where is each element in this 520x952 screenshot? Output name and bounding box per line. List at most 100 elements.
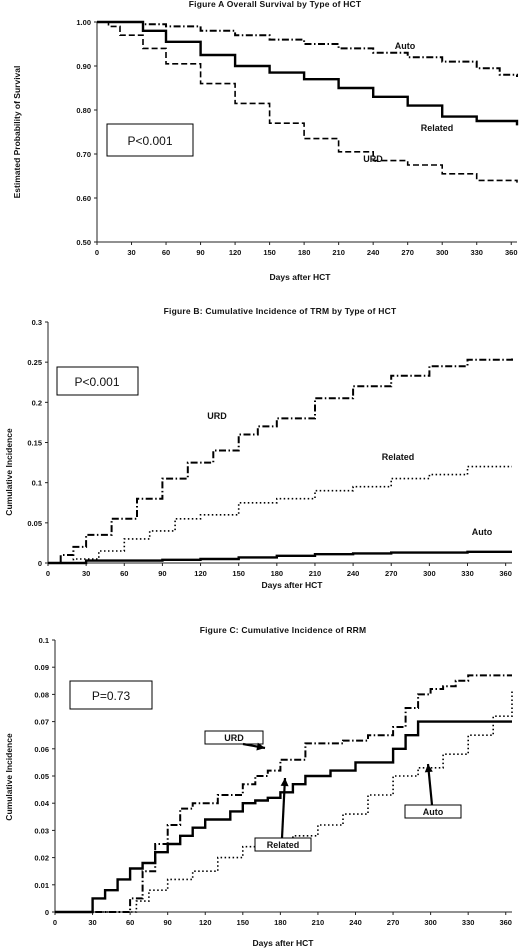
series-label-auto: Auto	[395, 41, 416, 51]
chart-title: Figure C: Cumulative Incidence of RRM	[200, 625, 367, 635]
x-tick-label: 360	[499, 918, 512, 927]
y-tick-label: 0.07	[34, 718, 49, 727]
x-axis-label: Days after HCT	[262, 580, 324, 590]
y-tick-label: 0.90	[76, 62, 91, 71]
x-tick-label: 30	[82, 569, 90, 578]
series-label-auto: Auto	[472, 527, 493, 537]
x-tick-label: 240	[347, 569, 360, 578]
x-tick-label: 300	[423, 569, 436, 578]
x-tick-label: 180	[298, 248, 311, 257]
x-tick-label: 330	[462, 918, 475, 927]
series-line-urd	[97, 21, 518, 183]
chart-2: Figure C: Cumulative Incidence of RRM 0 30…	[4, 625, 513, 948]
y-tick-label: 0.04	[34, 799, 49, 808]
arrow-head	[424, 764, 433, 773]
series-line-related	[97, 20, 519, 126]
series-line-urd	[55, 674, 512, 913]
x-tick-label: 60	[126, 918, 134, 927]
y-tick-label: 0.50	[76, 238, 91, 247]
y-tick-label: 0.05	[34, 772, 49, 781]
p-value-box	[69, 680, 153, 710]
y-tick-label: 0.01	[34, 881, 49, 890]
x-tick-label: 0	[46, 569, 50, 578]
x-tick-label: 210	[312, 918, 325, 927]
x-tick-label: 120	[194, 569, 207, 578]
x-tick-label: 150	[237, 918, 250, 927]
y-tick-label: 0.70	[76, 150, 91, 159]
x-tick-label: 330	[470, 248, 483, 257]
y-tick-label: 0.03	[34, 826, 49, 835]
y-tick-label: 0.02	[34, 854, 49, 863]
x-tick-label: 150	[232, 569, 245, 578]
p-value-text: P<0.001	[74, 375, 119, 389]
x-tick-label: 180	[271, 569, 284, 578]
series-label-urd: URD	[363, 154, 383, 164]
x-axis-label: Days after HCT	[270, 272, 332, 282]
series-line-related	[55, 720, 512, 914]
x-tick-label: 270	[387, 918, 400, 927]
y-tick-label: 0.1	[32, 479, 42, 488]
x-tick-label: 240	[349, 918, 362, 927]
x-tick-label: 120	[229, 248, 242, 257]
y-tick-label: 0.08	[34, 690, 49, 699]
series-line-auto	[97, 21, 518, 77]
x-tick-label: 210	[332, 248, 345, 257]
y-axis-label: Cumulative Incidence	[4, 733, 14, 821]
chart-1: Figure B: Cumulative Incidence of TRM by…	[4, 306, 513, 590]
x-tick-label: 90	[196, 248, 204, 257]
series-label-related: Related	[421, 123, 454, 133]
x-tick-label: 300	[436, 248, 449, 257]
y-tick-label: 0.3	[32, 318, 42, 327]
x-tick-label: 90	[158, 569, 166, 578]
x-axis-label: Days after HCT	[253, 938, 315, 948]
x-tick-label: 60	[162, 248, 170, 257]
arrow-head	[256, 742, 265, 751]
chart-title: Figure B: Cumulative Incidence of TRM by…	[164, 306, 397, 316]
series-line-urd	[48, 358, 513, 564]
series-label-arrow	[280, 777, 287, 839]
y-tick-label: 0	[45, 908, 49, 917]
x-tick-label: 330	[461, 569, 474, 578]
x-tick-label: 0	[95, 248, 99, 257]
y-axis-label: Cumulative Incidence	[4, 428, 14, 516]
y-tick-label: 0.2	[32, 398, 42, 407]
x-tick-label: 150	[263, 248, 276, 257]
x-tick-label: 30	[88, 918, 96, 927]
series-label-urd: URD	[207, 411, 227, 421]
y-tick-label: 0.06	[34, 745, 49, 754]
x-tick-label: 360	[505, 248, 518, 257]
arrow-head	[280, 778, 289, 787]
x-tick-label: 210	[309, 569, 322, 578]
y-tick-label: 0.05	[27, 519, 42, 528]
y-tick-label: 1.00	[76, 18, 91, 27]
p-value-text: P<0.001	[127, 134, 172, 148]
x-tick-label: 180	[274, 918, 287, 927]
y-tick-label: 0	[38, 559, 42, 568]
y-tick-label: 0.1	[39, 636, 49, 645]
x-tick-label: 360	[499, 569, 512, 578]
x-tick-label: 300	[424, 918, 437, 927]
series-label-box	[204, 730, 264, 745]
series-line-auto	[48, 550, 512, 565]
y-tick-label: 0.25	[27, 358, 42, 367]
p-value-text: P=0.73	[92, 689, 131, 703]
y-tick-label: 0.60	[76, 194, 91, 203]
x-tick-label: 30	[127, 248, 135, 257]
x-tick-label: 90	[164, 918, 172, 927]
x-tick-label: 120	[199, 918, 212, 927]
x-tick-label: 270	[401, 248, 414, 257]
series-label-box	[404, 804, 462, 819]
y-axis-label: Estimated Probability of Survival	[12, 66, 22, 199]
x-tick-label: 60	[120, 569, 128, 578]
series-label-related: Related	[382, 452, 415, 462]
p-value-box	[106, 123, 194, 157]
chart-title: Figure A Overall Survival by Type of HCT	[189, 0, 362, 9]
y-tick-label: 0.15	[27, 439, 42, 448]
p-value-box	[56, 366, 139, 396]
series-label-related: Related	[267, 840, 300, 850]
series-line-related	[48, 465, 512, 564]
y-tick-label: 0.80	[76, 106, 91, 115]
series-label-urd: URD	[224, 733, 244, 743]
y-tick-label: 0.09	[34, 663, 49, 672]
